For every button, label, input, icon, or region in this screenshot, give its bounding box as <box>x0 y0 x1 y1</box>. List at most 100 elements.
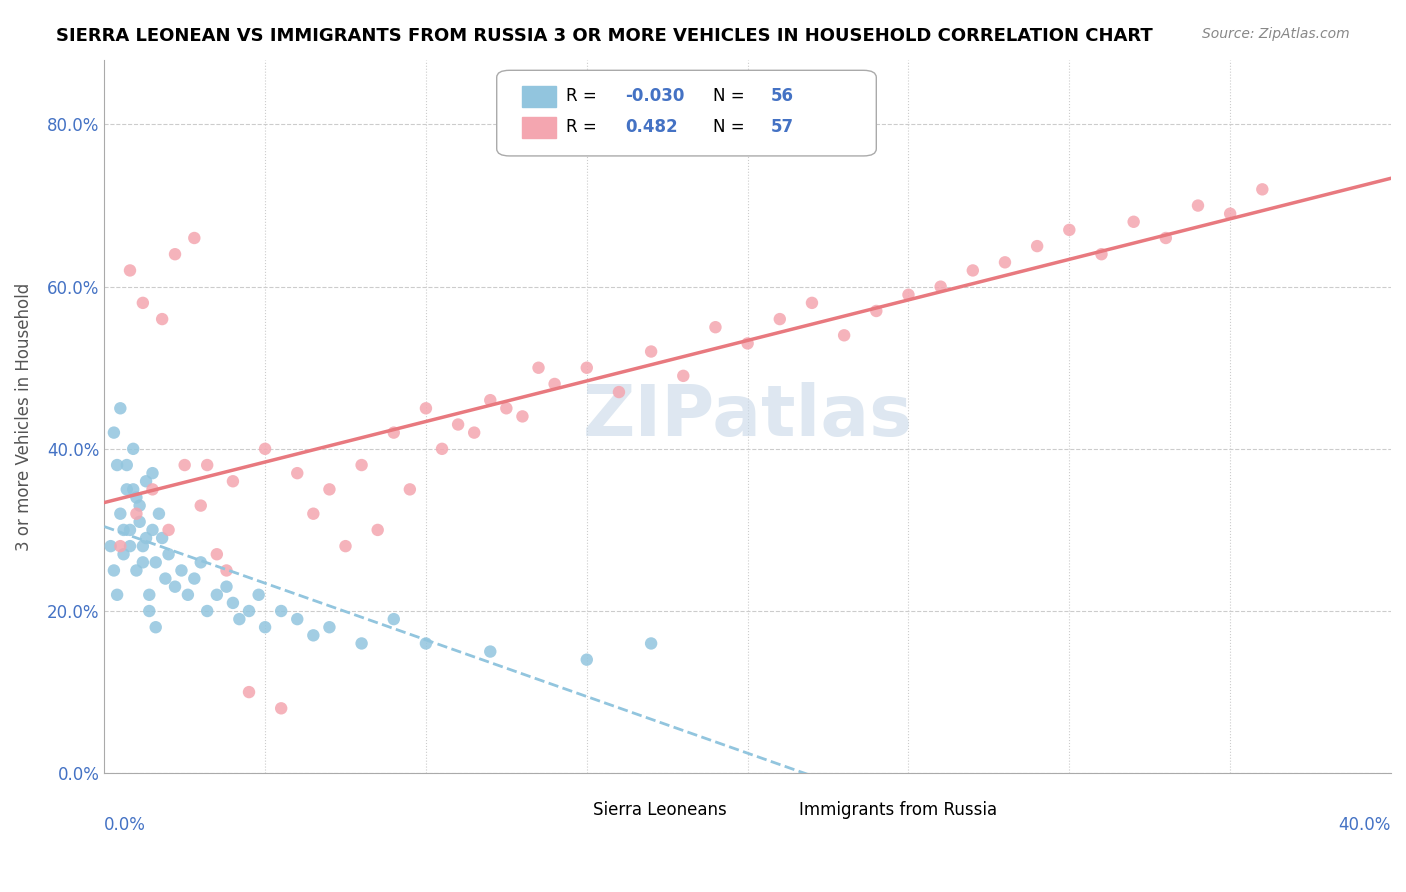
Point <box>118 263 141 277</box>
Bar <box>561 803 586 820</box>
Point <box>737 336 759 351</box>
Point <box>415 401 437 416</box>
Point <box>897 287 920 301</box>
Point <box>527 360 550 375</box>
Point <box>318 483 340 497</box>
Text: 56: 56 <box>770 87 794 105</box>
Point <box>141 466 163 480</box>
Point <box>128 499 150 513</box>
Text: 0.482: 0.482 <box>626 118 678 136</box>
Text: SIERRA LEONEAN VS IMMIGRANTS FROM RUSSIA 3 OR MORE VEHICLES IN HOUSEHOLD CORRELA: SIERRA LEONEAN VS IMMIGRANTS FROM RUSSIA… <box>56 27 1153 45</box>
Point <box>832 328 855 343</box>
Point <box>575 653 598 667</box>
Point <box>415 636 437 650</box>
Point <box>382 425 405 440</box>
Point <box>285 466 308 480</box>
Point <box>1122 215 1144 229</box>
Point <box>350 458 373 472</box>
Text: Sierra Leoneans: Sierra Leoneans <box>593 801 727 819</box>
Point <box>1251 182 1274 196</box>
Point <box>543 376 565 391</box>
Point <box>190 499 212 513</box>
Point <box>238 604 260 618</box>
Point <box>177 588 200 602</box>
Text: R =: R = <box>567 87 602 105</box>
Point <box>157 523 180 537</box>
Point <box>302 507 325 521</box>
Point <box>447 417 470 432</box>
Point <box>105 458 128 472</box>
Bar <box>523 117 555 138</box>
Point <box>350 636 373 650</box>
Point <box>222 596 245 610</box>
Point <box>122 442 145 456</box>
Point <box>125 507 148 521</box>
Text: N =: N = <box>713 87 749 105</box>
Point <box>112 547 135 561</box>
Text: 57: 57 <box>770 118 794 136</box>
Point <box>205 547 228 561</box>
Text: ZIPatlas: ZIPatlas <box>582 382 912 450</box>
Point <box>640 636 662 650</box>
Point <box>640 344 662 359</box>
Point <box>157 547 180 561</box>
Point <box>138 588 160 602</box>
Point <box>367 523 389 537</box>
Point <box>962 263 984 277</box>
Point <box>399 483 422 497</box>
Text: R =: R = <box>567 118 602 136</box>
Point <box>479 393 502 408</box>
Point <box>128 515 150 529</box>
Point <box>110 507 132 521</box>
Point <box>138 604 160 618</box>
Point <box>672 368 695 383</box>
Point <box>495 401 517 416</box>
Point <box>254 442 277 456</box>
Point <box>163 580 186 594</box>
FancyBboxPatch shape <box>496 70 876 156</box>
Point <box>302 628 325 642</box>
Point <box>479 644 502 658</box>
Text: 40.0%: 40.0% <box>1339 816 1391 834</box>
Point <box>150 531 173 545</box>
Point <box>929 279 952 293</box>
Point <box>270 604 292 618</box>
Point <box>1059 223 1081 237</box>
Point <box>125 491 148 505</box>
Point <box>238 685 260 699</box>
Point <box>115 458 138 472</box>
Point <box>148 507 170 521</box>
Point <box>173 458 195 472</box>
Point <box>112 523 135 537</box>
Point <box>115 483 138 497</box>
Point <box>994 255 1017 269</box>
Point <box>103 564 125 578</box>
Point <box>1090 247 1112 261</box>
Point <box>254 620 277 634</box>
Point <box>195 604 218 618</box>
Point <box>100 539 122 553</box>
Point <box>215 580 238 594</box>
Point <box>228 612 250 626</box>
Text: Immigrants from Russia: Immigrants from Russia <box>799 801 997 819</box>
Text: 0.0%: 0.0% <box>104 816 146 834</box>
Point <box>800 296 823 310</box>
Point <box>335 539 357 553</box>
Point <box>463 425 485 440</box>
Point <box>1026 239 1049 253</box>
Point <box>247 588 270 602</box>
Point <box>575 360 598 375</box>
Point <box>141 523 163 537</box>
Point <box>135 475 157 489</box>
Point <box>125 564 148 578</box>
Point <box>132 296 155 310</box>
Point <box>155 572 177 586</box>
Point <box>205 588 228 602</box>
Point <box>183 231 205 245</box>
Point <box>145 620 167 634</box>
Point <box>270 701 292 715</box>
Point <box>190 555 212 569</box>
Point <box>222 475 245 489</box>
Point <box>150 312 173 326</box>
Point <box>382 612 405 626</box>
